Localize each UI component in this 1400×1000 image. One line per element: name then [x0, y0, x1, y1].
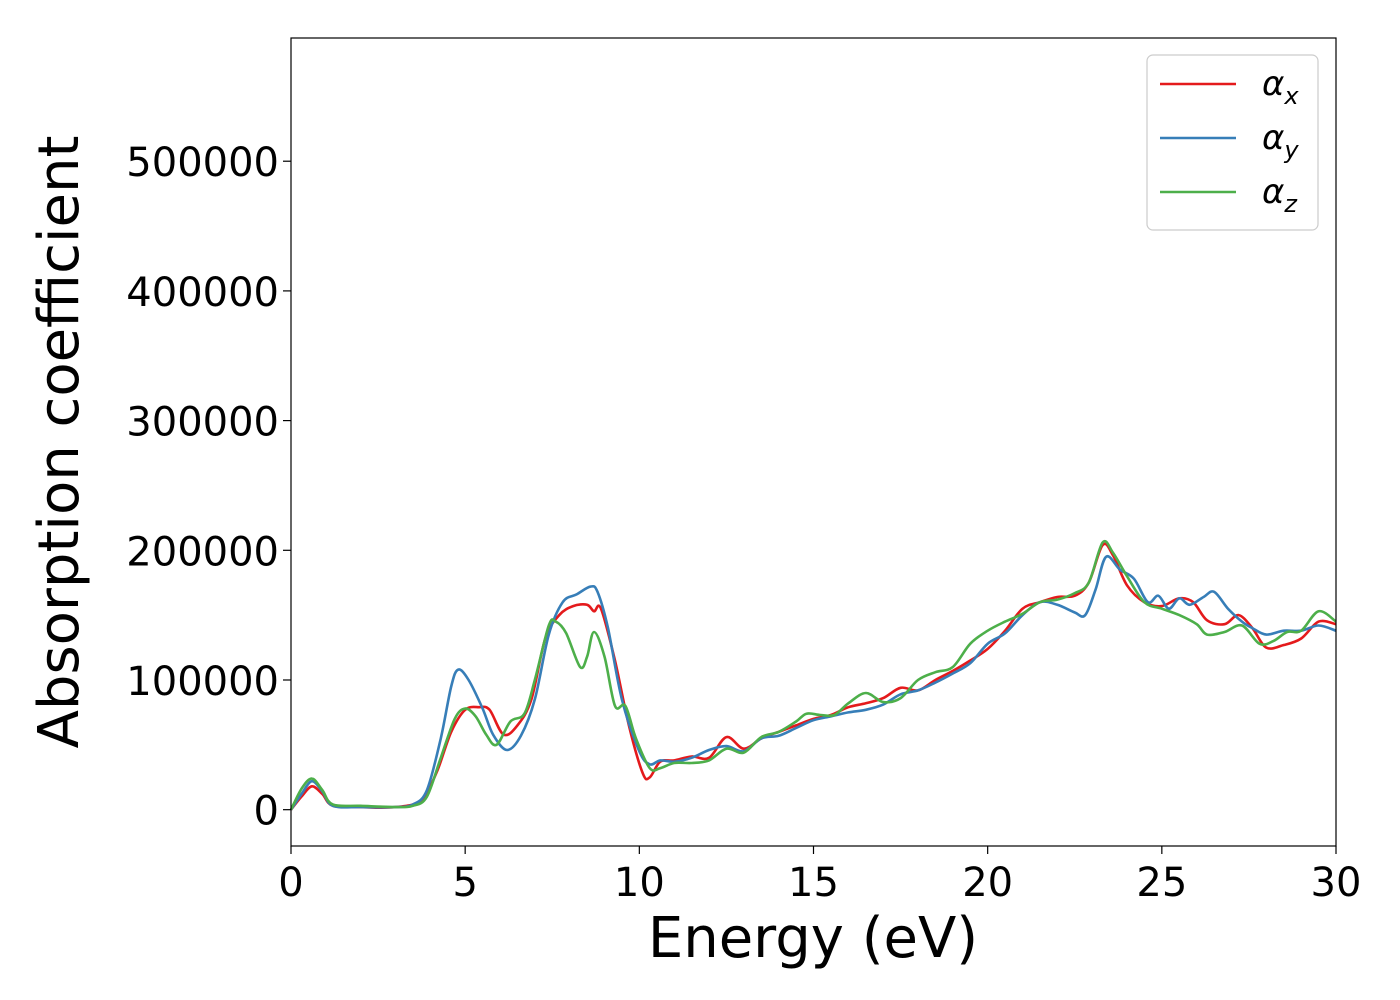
y-tick-label: 100000 — [126, 659, 279, 705]
x-axis-label: Energy (eV) — [648, 906, 978, 971]
y-tick-label: 0 — [254, 789, 279, 835]
y-tick-label: 400000 — [126, 270, 279, 316]
legend-label-z: αz — [1262, 172, 1298, 218]
legend-frame — [1146, 54, 1319, 231]
y-tick-label: 300000 — [126, 400, 279, 446]
x-tick-label: 20 — [962, 860, 1013, 906]
x-tick-label: 25 — [1136, 860, 1187, 906]
y-tick-label: 500000 — [126, 140, 279, 186]
x-axis: 0 5 10 15 20 25 30 — [278, 846, 1361, 906]
y-tick-label: 200000 — [126, 529, 279, 575]
x-tick-label: 0 — [278, 860, 303, 906]
series-line-y — [289, 554, 1337, 811]
y-axis: 0 100000 200000 300000 400000 500000 — [126, 140, 291, 835]
legend-label-x: αx — [1262, 64, 1299, 110]
x-tick-label: 15 — [788, 860, 839, 906]
series-layer — [289, 539, 1337, 811]
x-tick-label: 5 — [452, 860, 477, 906]
series-line-x — [289, 542, 1337, 811]
x-tick-label: 30 — [1311, 860, 1362, 906]
legend-items: αx αy αz — [1160, 64, 1299, 218]
x-tick-label: 10 — [614, 860, 665, 906]
legend: αx αy αz — [1146, 54, 1319, 231]
legend-label-y: αy — [1262, 118, 1299, 164]
y-axis-label: Absorption coefficient — [27, 136, 92, 749]
series-line-z — [289, 539, 1337, 811]
